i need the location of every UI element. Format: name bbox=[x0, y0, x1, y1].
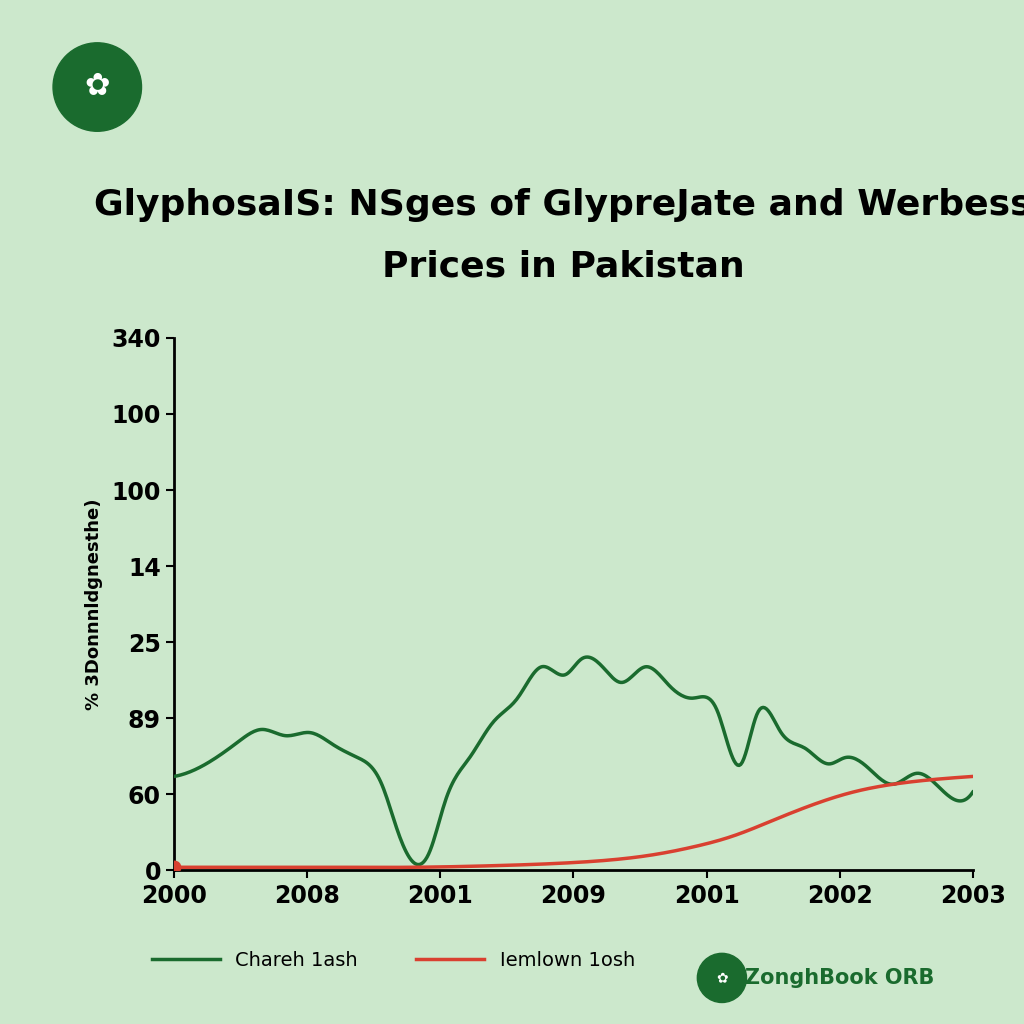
Circle shape bbox=[697, 953, 746, 1002]
Circle shape bbox=[53, 43, 141, 131]
Legend: Chareh 1ash, Iemlown 1osh: Chareh 1ash, Iemlown 1osh bbox=[143, 943, 643, 978]
Text: ✿: ✿ bbox=[716, 971, 728, 985]
Text: ✿: ✿ bbox=[85, 73, 110, 101]
Y-axis label: % 3Donnnldgnesthe): % 3Donnnldgnesthe) bbox=[85, 499, 103, 710]
Text: GlyphosaIS: NSges of GlypreJate and Werbess: GlyphosaIS: NSges of GlypreJate and Werb… bbox=[94, 187, 1024, 222]
Text: ZonghBook ORB: ZonghBook ORB bbox=[745, 968, 934, 988]
Text: Prices in Pakistan: Prices in Pakistan bbox=[382, 249, 744, 284]
